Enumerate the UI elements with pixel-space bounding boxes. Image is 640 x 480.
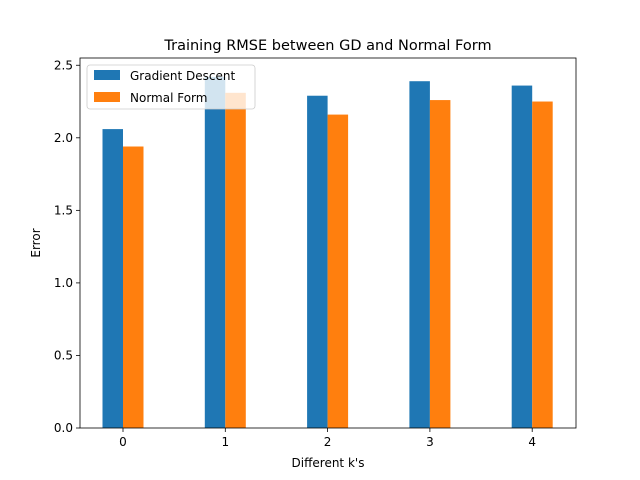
bar-normal-form-3 <box>429 100 451 428</box>
x-tick-label-4: 4 <box>528 435 536 449</box>
y-tick-label-1.0: 1.0 <box>54 276 73 290</box>
y-tick-label-1.5: 1.5 <box>54 203 73 217</box>
y-axis: 0.0 0.5 1.0 1.5 2.0 2.5 <box>54 58 80 435</box>
x-tick-label-0: 0 <box>119 435 127 449</box>
bar-gradient-descent-2 <box>307 95 328 428</box>
x-tick-label-1: 1 <box>221 435 229 449</box>
legend-swatch-gradient-descent <box>94 70 120 80</box>
legend-swatch-normal-form <box>94 92 120 102</box>
bar-normal-form-1 <box>225 92 246 428</box>
legend-frame <box>86 64 256 110</box>
bars <box>102 76 553 429</box>
x-axis: 0 1 2 3 4 <box>119 428 536 449</box>
y-tick-label-2.5: 2.5 <box>54 58 73 72</box>
chart-title: Training RMSE between GD and Normal Form <box>163 38 491 54</box>
x-axis-label: Different k's <box>292 456 365 470</box>
y-tick-label-2.0: 2.0 <box>54 131 73 145</box>
legend: Gradient Descent Normal Form <box>86 64 256 110</box>
y-tick-label-0.0: 0.0 <box>54 421 73 435</box>
bar-gradient-descent-3 <box>409 81 430 428</box>
legend-label-gradient-descent: Gradient Descent <box>130 69 236 83</box>
y-axis-label: Error <box>29 228 43 257</box>
y-tick-label-0.5: 0.5 <box>54 348 73 362</box>
legend-label-normal-form: Normal Form <box>130 91 207 105</box>
bar-normal-form-2 <box>327 114 349 429</box>
bar-normal-form-0 <box>123 146 144 428</box>
bar-gradient-descent-1 <box>204 76 226 429</box>
x-tick-label-3: 3 <box>426 435 434 449</box>
bar-gradient-descent-0 <box>102 129 123 429</box>
bar-gradient-descent-4 <box>511 85 533 428</box>
bar-normal-form-4 <box>532 101 553 428</box>
x-tick-label-2: 2 <box>324 435 332 449</box>
